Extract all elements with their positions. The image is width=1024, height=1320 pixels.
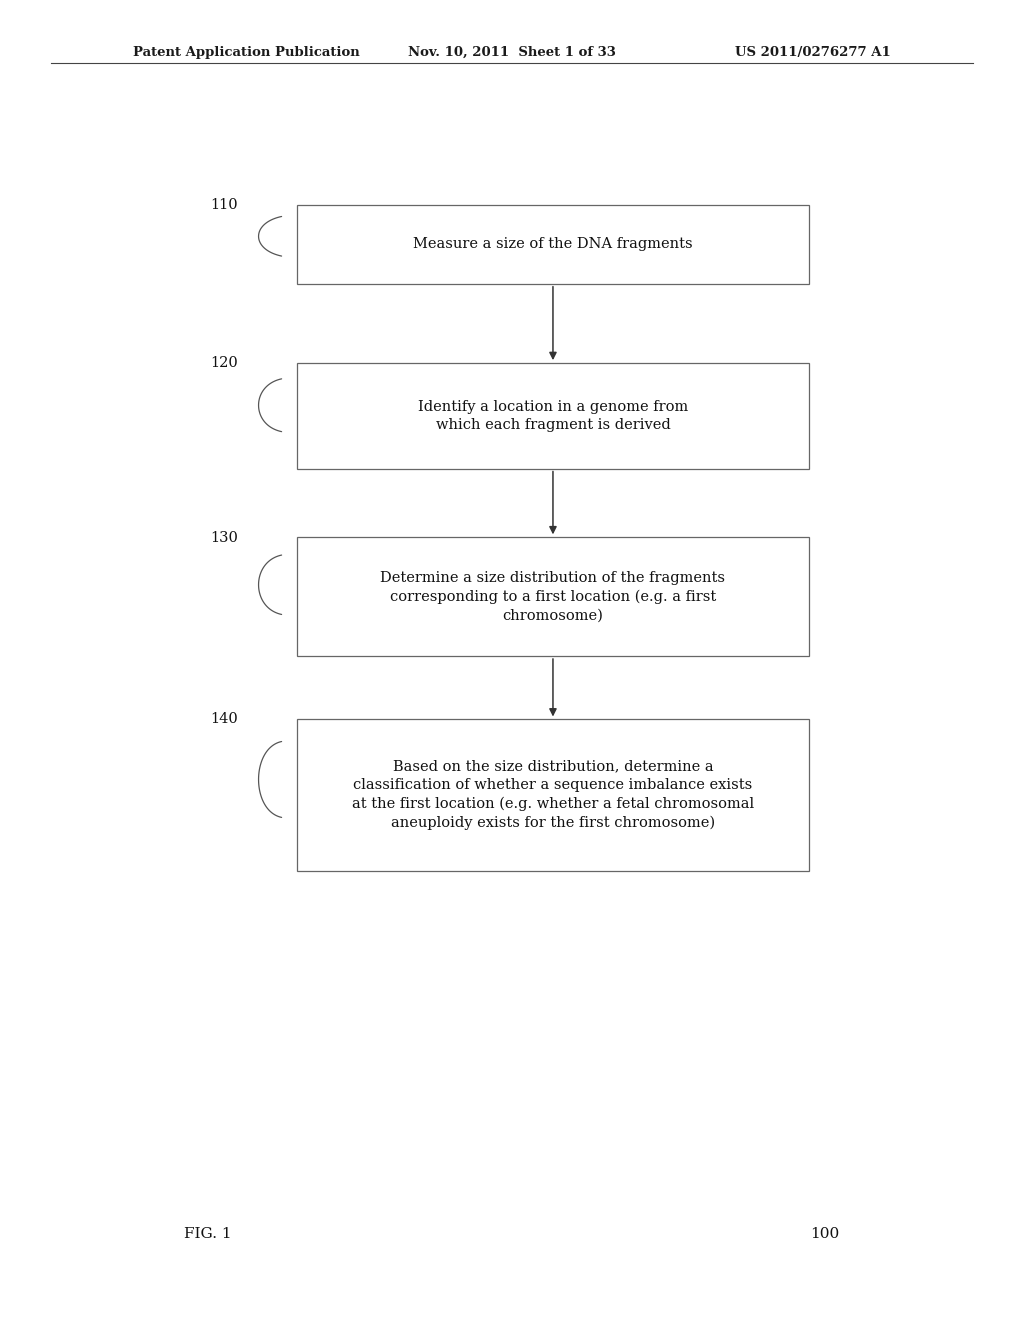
Text: Patent Application Publication: Patent Application Publication [133, 46, 359, 59]
FancyBboxPatch shape [297, 205, 809, 284]
Text: Based on the size distribution, determine a
classification of whether a sequence: Based on the size distribution, determin… [352, 759, 754, 830]
FancyBboxPatch shape [297, 718, 809, 871]
Text: Identify a location in a genome from
which each fragment is derived: Identify a location in a genome from whi… [418, 400, 688, 432]
Text: US 2011/0276277 A1: US 2011/0276277 A1 [735, 46, 891, 59]
Text: 140: 140 [210, 713, 238, 726]
Text: FIG. 1: FIG. 1 [184, 1226, 232, 1241]
Text: Measure a size of the DNA fragments: Measure a size of the DNA fragments [413, 238, 693, 251]
Text: 100: 100 [810, 1226, 840, 1241]
Text: 120: 120 [210, 356, 238, 371]
Text: Determine a size distribution of the fragments
corresponding to a first location: Determine a size distribution of the fra… [381, 572, 725, 622]
FancyBboxPatch shape [297, 537, 809, 656]
Text: Nov. 10, 2011  Sheet 1 of 33: Nov. 10, 2011 Sheet 1 of 33 [408, 46, 616, 59]
Text: 130: 130 [210, 531, 238, 545]
FancyBboxPatch shape [297, 363, 809, 469]
Text: 110: 110 [210, 198, 238, 213]
